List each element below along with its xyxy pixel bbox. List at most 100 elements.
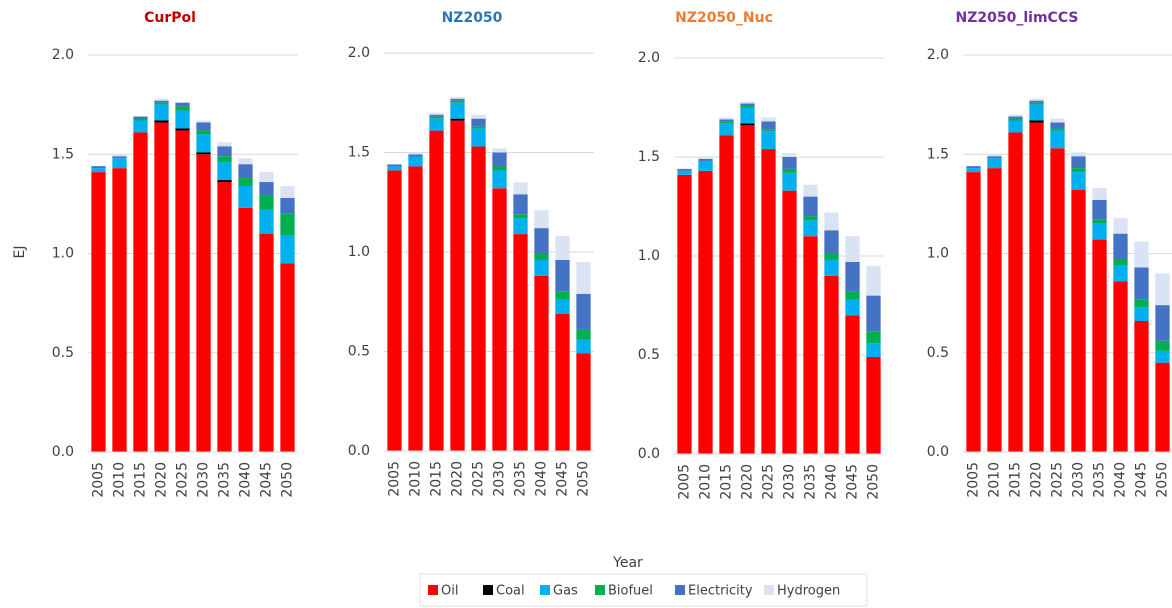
bar-segment: [471, 118, 486, 127]
y-tick-label: 2.0: [638, 50, 660, 66]
bar-segment: [112, 156, 127, 159]
bar-segment: [238, 186, 253, 208]
bar-segment: [154, 102, 169, 105]
bar-segment: [782, 172, 797, 191]
legend-label: Oil: [441, 584, 458, 599]
legend-label: Electricity: [688, 584, 753, 599]
bar-segment: [513, 182, 528, 195]
bar-segment: [280, 213, 295, 236]
bar-segment: [1113, 281, 1128, 452]
bar-segment: [112, 158, 127, 169]
legend-swatch: [483, 585, 493, 595]
bar-segment: [217, 156, 232, 163]
x-tick-label: 2015: [719, 464, 735, 500]
bar-segment: [133, 116, 148, 119]
bar-segment: [1008, 120, 1023, 133]
x-tick-label: 2010: [408, 461, 424, 497]
bar-segment: [555, 236, 570, 260]
bar-segment: [387, 164, 402, 167]
bar-segment: [91, 166, 106, 169]
bar-segment: [698, 170, 713, 455]
x-tick-label: 2025: [1050, 462, 1066, 498]
bar-segment: [429, 130, 444, 452]
bar-segment: [1134, 299, 1149, 308]
bar-segment: [866, 331, 881, 344]
y-tick-label: 0.0: [348, 443, 370, 459]
bar-segment: [740, 103, 755, 106]
y-tick-label: 1.5: [638, 149, 660, 165]
legend-label: Biofuel: [608, 584, 653, 599]
bar-segment: [238, 164, 253, 179]
x-tick-label: 2005: [677, 464, 693, 500]
legend-swatch: [764, 585, 774, 595]
bar-segment: [1029, 100, 1044, 103]
x-tick-label: 2010: [112, 462, 128, 498]
y-tick-label: 2.0: [927, 47, 949, 63]
bar-segment: [966, 166, 981, 169]
bar-segment: [513, 234, 528, 451]
bar-segment: [534, 228, 549, 254]
x-tick-label: 2035: [803, 464, 819, 500]
bar-segment: [133, 118, 148, 121]
y-tick-label: 1.0: [927, 246, 949, 262]
bar-segment: [429, 114, 444, 117]
bar-segment: [534, 210, 549, 229]
bar-segment: [1155, 305, 1170, 341]
bar-segment: [1092, 219, 1107, 224]
bar-segment: [217, 182, 232, 453]
bar-segment: [259, 233, 274, 452]
bar-segment: [1113, 259, 1128, 266]
legend-swatch: [540, 585, 550, 595]
bar-segment: [534, 253, 549, 260]
bar-segment: [196, 122, 211, 131]
bar-segment: [408, 156, 423, 167]
bar-segment: [217, 146, 232, 157]
bar-segment: [845, 236, 860, 262]
bar-segment: [698, 158, 713, 161]
y-tick-label: 1.0: [348, 244, 370, 260]
y-tick-label: 0.0: [927, 444, 949, 460]
bar-segment: [1071, 168, 1086, 173]
bar-segment: [1008, 114, 1023, 117]
x-tick-label: 2040: [1113, 462, 1129, 498]
y-tick-label: 0.0: [52, 444, 74, 460]
bar-segment: [698, 160, 713, 171]
bar-segment: [513, 218, 528, 235]
bar-segment: [803, 196, 818, 217]
bar-segment: [803, 220, 818, 237]
bar-segment: [845, 315, 860, 454]
bar-segment: [492, 188, 507, 451]
bar-segment: [761, 129, 776, 132]
legend-label: Gas: [553, 584, 578, 599]
bar-segment: [740, 101, 755, 104]
bar-segment: [845, 291, 860, 300]
bar-segment: [987, 158, 1002, 169]
bar-segment: [1155, 340, 1170, 351]
bar-segment: [450, 100, 465, 103]
bar-segment: [259, 182, 274, 196]
bar-segment: [1113, 217, 1128, 234]
legend-label: Coal: [496, 584, 525, 599]
legend-label: Hydrogen: [777, 584, 840, 599]
bar-segment: [196, 130, 211, 135]
x-axis-label: Year: [612, 555, 643, 571]
bar-segment: [866, 265, 881, 296]
bar-segment: [175, 102, 190, 107]
bar-segment: [1029, 98, 1044, 101]
y-tick-label: 0.5: [52, 345, 74, 361]
bar-segment: [471, 146, 486, 451]
bar-segment: [1113, 265, 1128, 282]
bar-segment: [91, 172, 106, 453]
bar-segment: [154, 98, 169, 101]
bar-segment: [845, 261, 860, 292]
bar-segment: [217, 162, 232, 181]
bar-segment: [429, 116, 444, 119]
bar-segment: [450, 118, 465, 121]
x-tick-label: 2010: [698, 464, 714, 500]
bar-segment: [387, 166, 402, 171]
bar-segment: [1155, 362, 1170, 452]
x-tick-label: 2015: [133, 462, 149, 498]
bar-segment: [1092, 187, 1107, 200]
bar-segment: [133, 120, 148, 133]
bar-segment: [492, 170, 507, 189]
